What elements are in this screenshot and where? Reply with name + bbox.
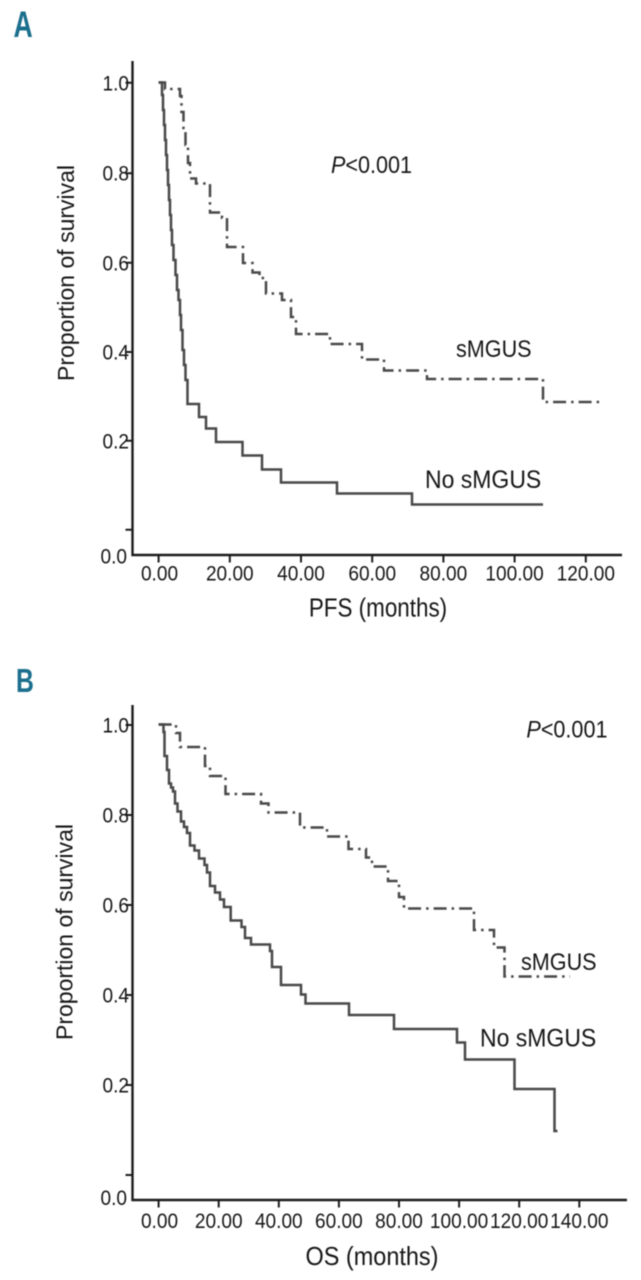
svg-text:sMGUS: sMGUS <box>456 335 532 362</box>
svg-text:140.00: 140.00 <box>550 1210 608 1233</box>
svg-text:0.6: 0.6 <box>102 895 129 918</box>
svg-text:100.00: 100.00 <box>430 1210 488 1233</box>
svg-text:20.00: 20.00 <box>195 1210 243 1233</box>
svg-text:No sMGUS: No sMGUS <box>425 466 541 494</box>
svg-text:0.4: 0.4 <box>102 985 129 1008</box>
svg-text:0.2: 0.2 <box>102 1075 129 1098</box>
svg-text:40.00: 40.00 <box>277 563 325 586</box>
svg-text:120.00: 120.00 <box>557 563 615 586</box>
svg-text:0.0: 0.0 <box>100 1187 127 1210</box>
svg-text:1.0: 1.0 <box>102 715 129 738</box>
svg-text:0.00: 0.00 <box>141 563 178 586</box>
svg-text:Proportion of survival: Proportion of survival <box>53 165 79 381</box>
svg-text:0.2: 0.2 <box>102 430 129 453</box>
svg-text:sMGUS: sMGUS <box>521 948 597 975</box>
svg-text:100.00: 100.00 <box>485 563 543 586</box>
svg-text:1.0: 1.0 <box>102 72 129 95</box>
svg-text:60.00: 60.00 <box>348 563 396 586</box>
svg-text:20.00: 20.00 <box>206 563 254 586</box>
svg-text:0.6: 0.6 <box>102 252 129 275</box>
svg-text:0.00: 0.00 <box>141 1210 178 1233</box>
svg-text:60.00: 60.00 <box>315 1210 363 1233</box>
svg-text:B: B <box>16 664 34 700</box>
svg-text:P<0.001: P<0.001 <box>526 715 607 742</box>
svg-text:0.8: 0.8 <box>102 805 129 828</box>
svg-text:OS (months): OS (months) <box>306 1243 439 1271</box>
svg-text:120.00: 120.00 <box>490 1210 548 1233</box>
svg-text:80.00: 80.00 <box>420 563 468 586</box>
svg-text:No sMGUS: No sMGUS <box>480 1025 596 1053</box>
svg-text:Proportion of survival: Proportion of survival <box>52 824 78 1040</box>
svg-text:PFS (months): PFS (months) <box>309 594 447 623</box>
svg-text:40.00: 40.00 <box>255 1210 303 1233</box>
svg-text:0.0: 0.0 <box>100 546 127 569</box>
svg-text:0.8: 0.8 <box>102 163 129 186</box>
svg-text:80.00: 80.00 <box>375 1210 423 1233</box>
svg-text:A: A <box>14 4 33 45</box>
svg-text:0.4: 0.4 <box>102 342 129 365</box>
svg-text:P<0.001: P<0.001 <box>331 151 412 178</box>
